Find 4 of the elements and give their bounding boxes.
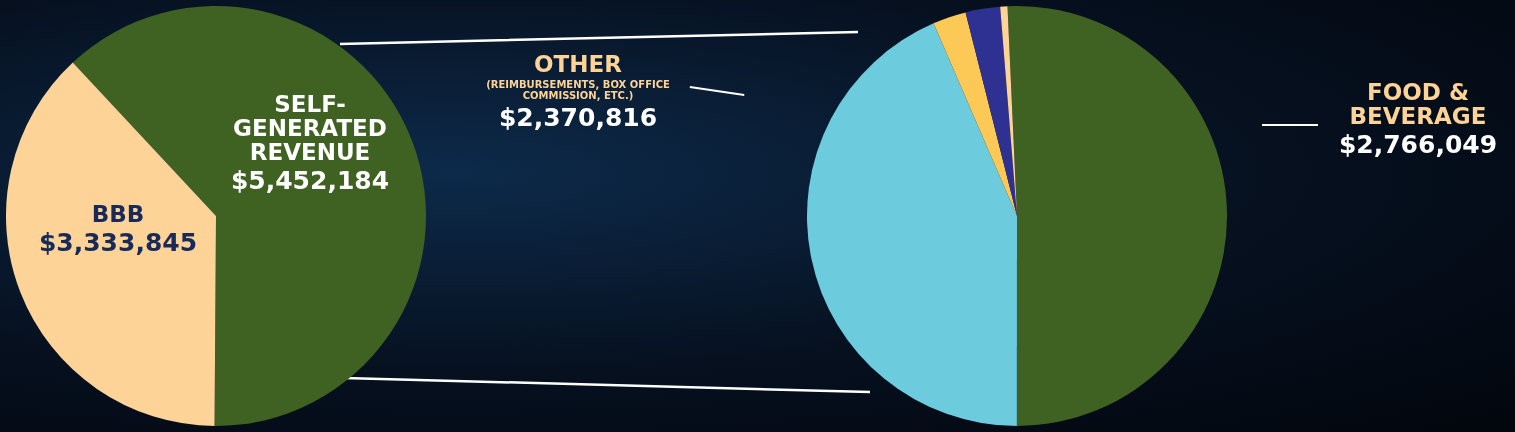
slice-label: FOOD & BEVERAGE — [1349, 79, 1487, 130]
slice-label: BBB — [91, 201, 145, 227]
data-label: $3,333,845 — [37, 228, 199, 258]
data-label: $2,766,049 — [1337, 130, 1499, 160]
